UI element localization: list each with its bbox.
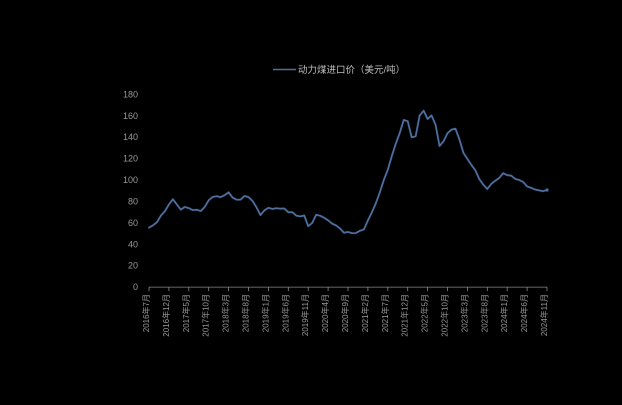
svg-text:2023年8月: 2023年8月 [479, 294, 489, 332]
svg-text:2019年11月: 2019年11月 [300, 294, 310, 336]
svg-text:2021年2月: 2021年2月 [360, 294, 370, 332]
svg-text:160: 160 [123, 111, 138, 121]
svg-text:2019年1月: 2019年1月 [260, 294, 270, 332]
svg-text:2023年3月: 2023年3月 [459, 294, 469, 332]
svg-text:100: 100 [123, 175, 138, 185]
svg-text:2016年12月: 2016年12月 [161, 294, 171, 337]
svg-text:2021年12月: 2021年12月 [400, 294, 410, 337]
svg-text:2019年6月: 2019年6月 [280, 294, 290, 332]
svg-text:2021年7月: 2021年7月 [380, 294, 390, 332]
svg-text:2017年5月: 2017年5月 [181, 294, 191, 332]
svg-text:2020年9月: 2020年9月 [340, 294, 350, 332]
svg-text:动力煤进口价（美元/吨）: 动力煤进口价（美元/吨） [298, 64, 405, 76]
svg-text:2024年1月: 2024年1月 [499, 294, 509, 332]
svg-text:2020年4月: 2020年4月 [320, 294, 330, 332]
svg-text:2017年10月: 2017年10月 [201, 294, 211, 337]
svg-text:180: 180 [123, 89, 138, 99]
svg-text:2024年6月: 2024年6月 [519, 294, 529, 332]
svg-text:40: 40 [128, 239, 138, 249]
svg-text:2022年10月: 2022年10月 [440, 294, 450, 337]
svg-text:80: 80 [128, 197, 138, 207]
svg-text:0: 0 [133, 282, 138, 292]
svg-text:2024年11月: 2024年11月 [539, 294, 549, 336]
svg-text:2022年5月: 2022年5月 [420, 294, 430, 332]
svg-text:2018年3月: 2018年3月 [221, 294, 231, 332]
svg-text:2016年7月: 2016年7月 [141, 294, 151, 332]
svg-text:140: 140 [123, 132, 138, 142]
svg-text:2018年8月: 2018年8月 [241, 294, 251, 332]
svg-text:120: 120 [123, 154, 138, 164]
svg-text:20: 20 [128, 261, 138, 271]
svg-text:60: 60 [128, 218, 138, 228]
